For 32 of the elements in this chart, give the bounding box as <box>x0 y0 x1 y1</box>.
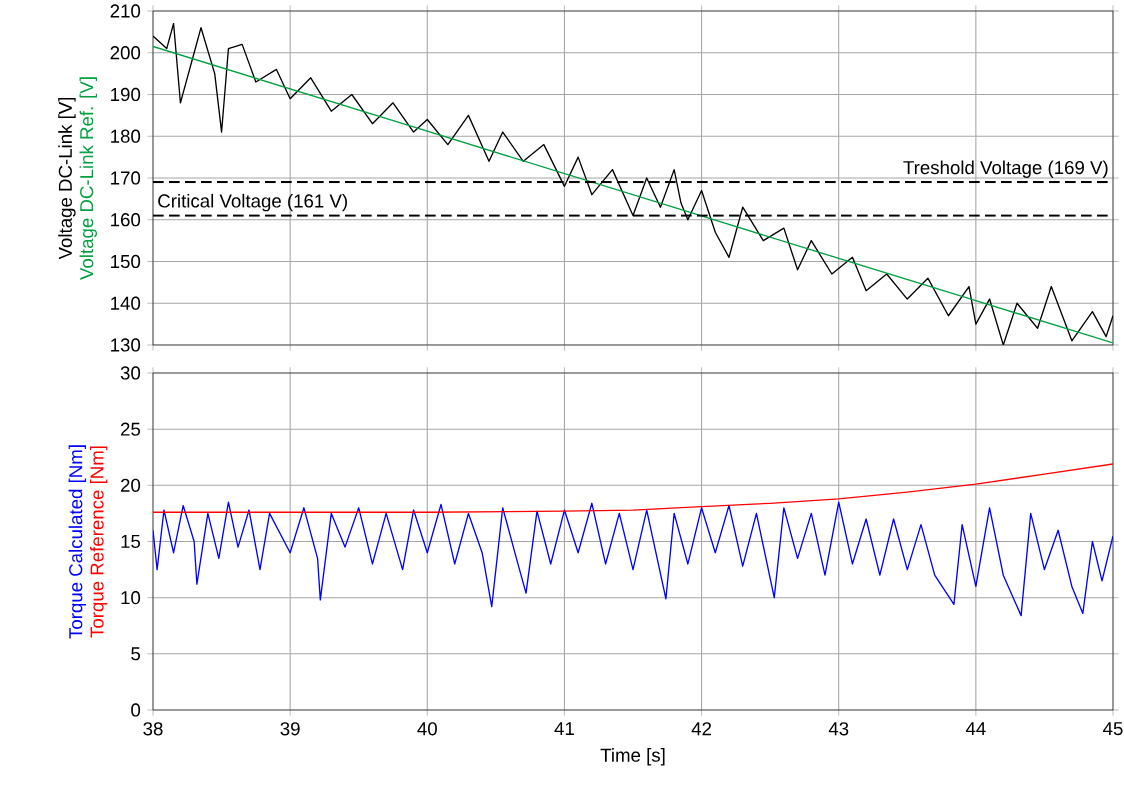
y-tick-label: 30 <box>120 366 141 380</box>
line-series <box>153 501 1113 617</box>
y-tick-label: 200 <box>110 46 141 60</box>
y-tick-label: 25 <box>121 422 141 436</box>
x-axis-title: Time [s] <box>600 748 665 766</box>
x-tick-label: 41 <box>554 722 574 736</box>
x-tick-label: 44 <box>965 722 986 736</box>
y-tick-label: 210 <box>110 4 141 18</box>
y-tick-label: 170 <box>111 171 141 185</box>
y-axis-title: Voltage DC-Link [V] <box>58 97 76 260</box>
y-tick-label: 140 <box>111 296 141 310</box>
x-tick-label: 45 <box>1103 722 1123 736</box>
y-tick-label: 15 <box>121 534 141 549</box>
y-tick-label: 130 <box>111 338 141 352</box>
x-tick-label: 39 <box>280 722 300 736</box>
ref-line-label: Treshold Voltage (169 V) <box>903 160 1108 178</box>
text: Torque Calculated [Nm] <box>68 445 87 639</box>
ref-line-label: Critical Voltage (161 V) <box>158 193 347 212</box>
y-tick-label: 5 <box>131 647 141 661</box>
x-tick-label: 42 <box>691 722 712 736</box>
x-tick-label: 43 <box>828 722 849 736</box>
y-tick-label: 10 <box>121 591 141 605</box>
y-tick-label: 0 <box>131 703 141 717</box>
y-tick-label: 150 <box>111 254 141 269</box>
x-tick-label: 40 <box>417 722 437 736</box>
y-tick-label: 160 <box>111 213 141 227</box>
x-tick-label: 38 <box>143 722 163 736</box>
y-tick-label: 20 <box>121 478 141 492</box>
y-tick-label: 190 <box>111 87 141 102</box>
y-tick-label: 180 <box>111 129 141 143</box>
text: Torque Reference [Nm] <box>89 446 108 638</box>
text: Voltage DC-Link Ref. [V] <box>79 77 97 280</box>
